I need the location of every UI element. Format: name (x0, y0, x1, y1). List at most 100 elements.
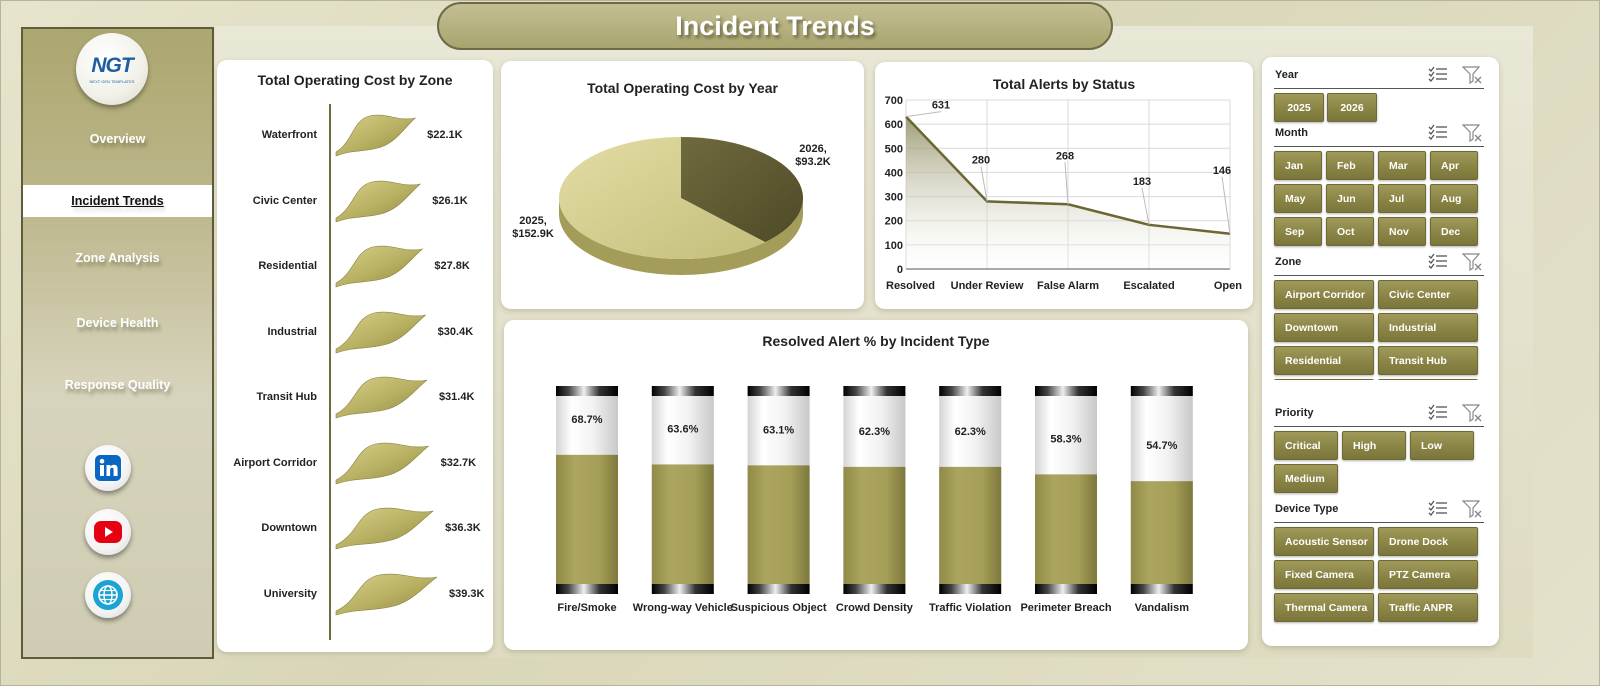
multi-select-icon[interactable] (1428, 253, 1448, 276)
clear-filter-icon[interactable] (1461, 66, 1482, 89)
clear-filter-icon[interactable] (1461, 404, 1482, 427)
slicer-header-month: Month (1274, 121, 1484, 147)
slicer-option-year-2025[interactable]: 2025 (1274, 93, 1324, 122)
slicer-option-month-aug[interactable]: Aug (1430, 184, 1478, 213)
leader-line (1221, 176, 1231, 234)
slicer-option-device-acoustic-sensor[interactable]: Acoustic Sensor (1274, 527, 1374, 556)
slicer-option-month-apr[interactable]: Apr (1430, 151, 1478, 180)
cylinder-bottom-cap (843, 584, 906, 594)
slicer-option-zone-university[interactable]: University (1274, 379, 1374, 380)
resolved-data-label-fire-smoke: 68.7% (571, 414, 602, 426)
slicer-option-device-traffic-anpr[interactable]: Traffic ANPR (1378, 593, 1478, 622)
logo-mark: NGT (91, 54, 133, 77)
slicer-label-priority: Priority (1275, 407, 1314, 419)
leader-line (1141, 187, 1150, 225)
zone-label-industrial: Industrial (267, 325, 317, 338)
alerts-data-label-open: 146 (1213, 165, 1231, 177)
website-button[interactable] (85, 572, 131, 618)
sidebar-item-zone-analysis[interactable]: Zone Analysis (75, 251, 160, 265)
x-category-resolved: Resolved (886, 280, 935, 292)
slicer-option-device-ptz-camera[interactable]: PTZ Camera (1378, 560, 1478, 589)
zone-label-downtown: Downtown (261, 522, 317, 534)
cylinder-fill-traffic-violation (939, 466, 1002, 584)
clear-filter-icon[interactable] (1461, 124, 1482, 147)
resolved-category-perimeter-breach: Perimeter Breach (1020, 602, 1112, 614)
slicer-option-zone-waterfront[interactable]: Waterfront (1378, 379, 1478, 380)
multi-select-icon[interactable] (1428, 404, 1448, 427)
slicer-option-zone-transit-hub[interactable]: Transit Hub (1378, 346, 1478, 375)
slicer-option-month-may[interactable]: May (1274, 184, 1322, 213)
sidebar-item-overview[interactable]: Overview (89, 132, 146, 146)
pie-year-label-2026: 2026, (799, 143, 827, 155)
cylinder-top-cap (556, 386, 618, 396)
pie-slice-2025 (558, 137, 766, 259)
slicer-option-month-sep[interactable]: Sep (1274, 217, 1322, 246)
cylinder-top-cap (1035, 386, 1097, 396)
sidebar-item-device-health[interactable]: Device Health (76, 316, 159, 330)
slicer-option-month-oct[interactable]: Oct (1326, 217, 1374, 246)
cylinder-bottom-cap (1035, 584, 1097, 594)
cylinder-bottom-cap (651, 584, 714, 594)
slicer-icons (1428, 66, 1482, 89)
cylinder-fill-crowd-density (843, 466, 906, 584)
resolved-chart-title: Resolved Alert % by Incident Type (762, 333, 990, 349)
zone-bar-waterfront (335, 114, 417, 157)
multi-select-icon[interactable] (1428, 66, 1448, 89)
y-tick-label: 200 (885, 216, 903, 228)
clear-filter-icon[interactable] (1461, 500, 1482, 523)
zone-value-residential: $27.8K (434, 260, 470, 272)
page-title: Incident Trends (675, 10, 875, 41)
slicer-option-zone-civic-center[interactable]: Civic Center (1378, 280, 1478, 309)
zone-value-downtown: $36.3K (445, 522, 481, 534)
cylinder-fill-fire-smoke (556, 454, 618, 584)
slicer-option-zone-residential[interactable]: Residential (1274, 346, 1374, 375)
zone-label-transit-hub: Transit Hub (256, 391, 317, 403)
sidebar-item-response-quality[interactable]: Response Quality (64, 378, 171, 392)
slicer-option-month-dec[interactable]: Dec (1430, 217, 1478, 246)
alerts-area (906, 116, 1230, 269)
slicer-option-priority-critical[interactable]: Critical (1274, 431, 1338, 460)
zone-chart-title: Total Operating Cost by Zone (257, 72, 453, 88)
resolved-category-traffic-violation: Traffic Violation (929, 602, 1012, 614)
zone-bar-industrial (335, 311, 426, 353)
clear-filter-icon[interactable] (1461, 253, 1482, 276)
slicer-option-month-feb[interactable]: Feb (1326, 151, 1374, 180)
slicer-option-priority-low[interactable]: Low (1410, 431, 1474, 460)
y-tick-label: 400 (885, 167, 903, 179)
slicer-option-month-jun[interactable]: Jun (1326, 184, 1374, 213)
slicer-option-priority-high[interactable]: High (1342, 431, 1406, 460)
slicer-option-year-2026[interactable]: 2026 (1327, 93, 1377, 122)
multi-select-icon[interactable] (1428, 124, 1448, 147)
alerts-data-label-resolved: 631 (932, 100, 950, 112)
slicer-option-zone-airport-corridor[interactable]: Airport Corridor (1274, 280, 1374, 309)
slicer-option-month-nov[interactable]: Nov (1378, 217, 1426, 246)
youtube-button[interactable] (85, 509, 131, 555)
multi-select-icon[interactable] (1428, 500, 1448, 523)
pie-value-label-2026: $93.2K (795, 156, 831, 168)
linkedin-button[interactable] (85, 445, 131, 491)
slicer-option-month-mar[interactable]: Mar (1378, 151, 1426, 180)
cylinder-bottom-cap (1130, 584, 1193, 594)
cylinder-top-cap (939, 386, 1002, 396)
slicer-option-device-drone-dock[interactable]: Drone Dock (1378, 527, 1478, 556)
slicer-option-zone-downtown[interactable]: Downtown (1274, 313, 1374, 342)
slicer-option-month-jan[interactable]: Jan (1274, 151, 1322, 180)
resolved-data-label-wrong-way-vehicle: 63.6% (667, 423, 698, 435)
y-tick-label: 100 (885, 240, 903, 252)
zone-bar-downtown (335, 507, 434, 550)
cylinder-fill-perimeter-breach (1035, 474, 1097, 584)
slicer-option-device-thermal-camera[interactable]: Thermal Camera (1274, 593, 1374, 622)
youtube-icon (94, 521, 122, 543)
cylinder-bottom-cap (556, 584, 618, 594)
sidebar-item-incident-trends[interactable]: Incident Trends (23, 185, 212, 217)
resolved-percent-panel: Resolved Alert % by Incident Type 68.7% 6… (504, 320, 1248, 650)
y-tick-label: 700 (885, 95, 903, 107)
slicer-option-month-jul[interactable]: Jul (1378, 184, 1426, 213)
cylinder-fill-wrong-way-vehicle (651, 464, 714, 584)
y-tick-label: 500 (885, 143, 903, 155)
pie-side-wall (559, 198, 803, 275)
slicer-option-priority-medium[interactable]: Medium (1274, 464, 1338, 493)
slicer-option-zone-industrial[interactable]: Industrial (1378, 313, 1478, 342)
slicer-option-device-fixed-camera[interactable]: Fixed Camera (1274, 560, 1374, 589)
alerts-data-label-escalated: 183 (1133, 176, 1151, 188)
